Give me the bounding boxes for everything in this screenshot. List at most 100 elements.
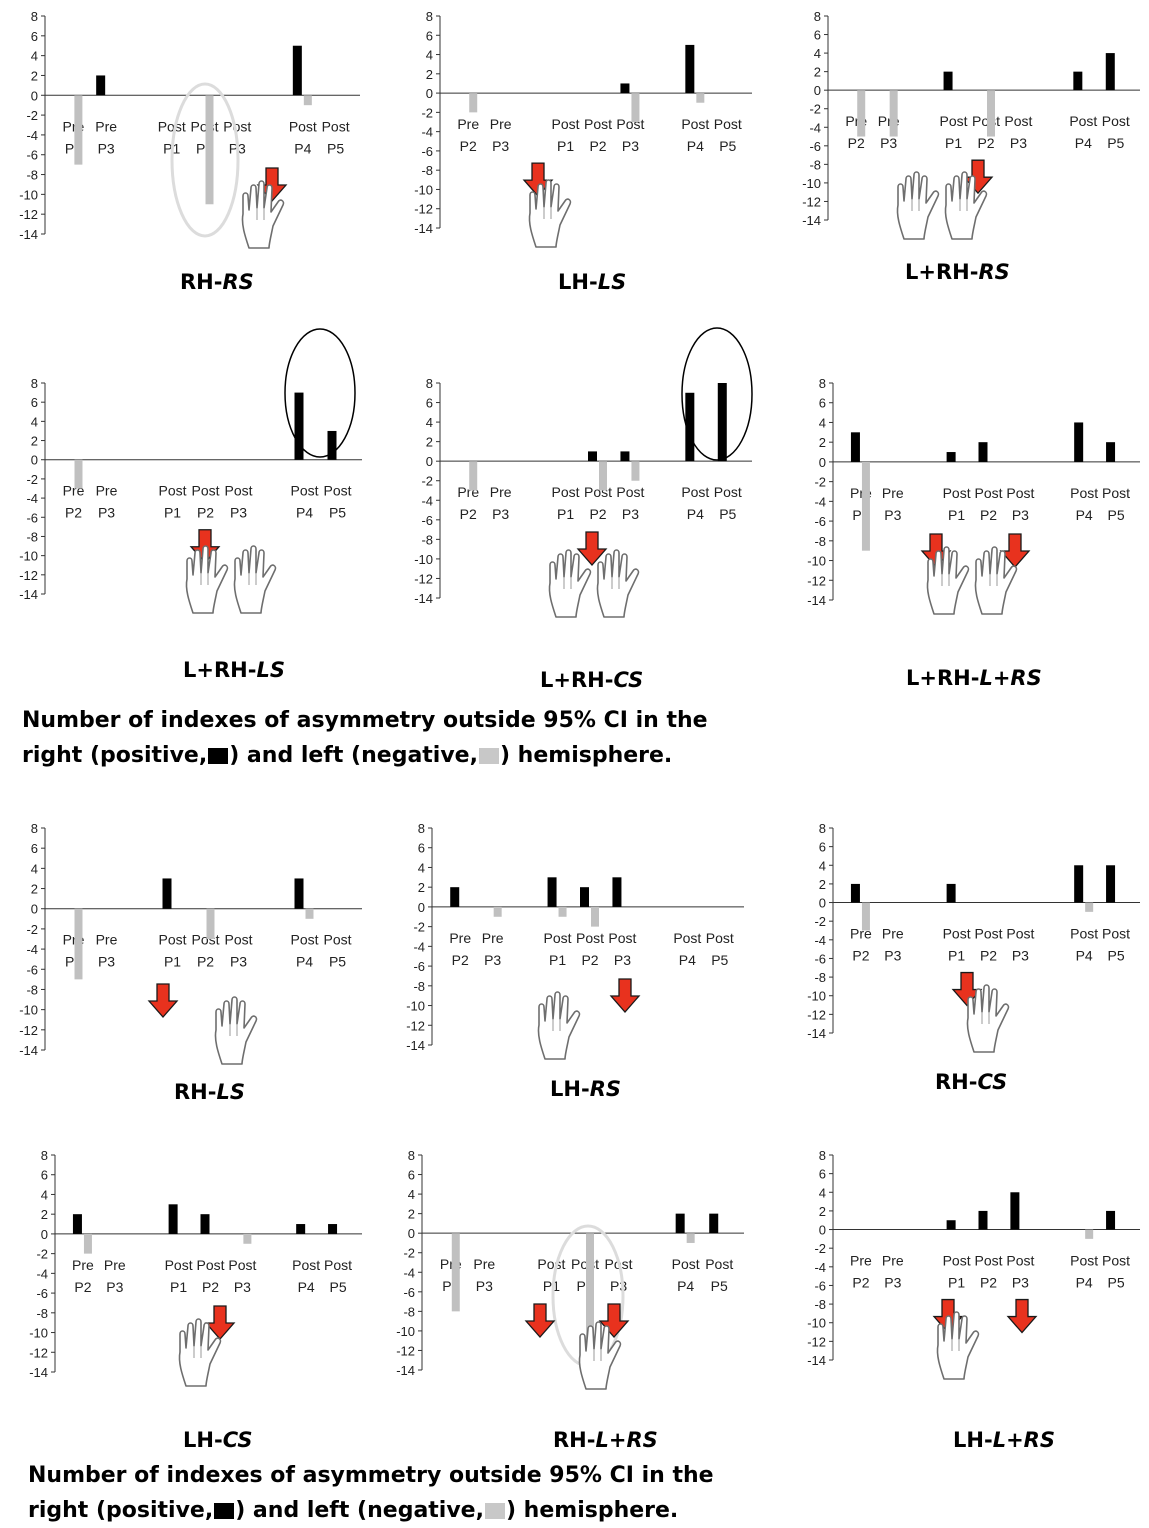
y-tick-label: -2 [814,1241,826,1256]
y-tick-label: 8 [31,9,38,24]
y-tick-label: -2 [421,474,433,489]
bar-negative [857,90,866,137]
x-tick-label-group: Pre [457,116,479,132]
panel-title-bold: L+RH- [906,666,980,690]
y-tick-label: 8 [418,821,425,836]
y-tick-label: 6 [814,28,821,43]
y-tick-label: -12 [406,1018,425,1033]
y-tick-label: -14 [807,1026,826,1041]
chart-panel-1: 86420-2-4-6-8-10-12-14PreP2PreP3PostP1Po… [19,9,360,249]
y-tick-label: 2 [31,434,38,449]
x-tick-label-group: Post [940,113,968,129]
x-tick-label-group: Post [158,483,186,499]
bar-negative [83,1233,92,1254]
x-tick-label-group: Post [224,932,252,948]
y-tick-label: -10 [807,989,826,1004]
x-tick-label-phase: P4 [687,506,704,522]
x-tick-label-phase: P1 [948,1275,965,1291]
y-tick-label: -4 [814,933,826,948]
x-tick-label-group: Post [322,118,350,134]
bar-positive [850,432,860,462]
y-tick-label: 4 [418,860,425,875]
x-tick-label-phase: P4 [1075,135,1092,151]
panel-title-bold: L+RH- [905,260,979,284]
hand-icon [596,549,640,618]
y-tick-label: 0 [426,86,433,101]
x-tick-label-group: Post [616,484,644,500]
bar-negative [243,1233,252,1244]
panel-title-italic: LS [597,270,627,294]
highlight-ellipse [170,82,240,238]
y-tick-label: 2 [814,65,821,80]
x-tick-label-phase: P3 [98,505,115,521]
bar-positive [96,75,106,96]
x-tick-label-group: Pre [473,1256,495,1272]
bar-positive [709,1213,719,1234]
y-tick-label: -12 [414,202,433,217]
y-tick-label: 8 [819,376,826,391]
x-tick-label-group: Post [323,483,351,499]
x-tick-label-group: Post [576,930,604,946]
hand-icon [185,545,229,614]
y-tick-label: 2 [819,435,826,450]
caption-1: Number of indexes of asymmetry outside 9… [22,703,742,773]
x-tick-label-group: Pre [882,485,904,501]
hand-icon [214,996,258,1065]
x-tick-label-phase: P3 [1012,948,1029,964]
x-tick-label-phase: P5 [329,954,346,970]
x-tick-label-phase: P1 [549,952,566,968]
y-tick-label: -10 [414,182,433,197]
y-tick-label: -10 [19,549,38,564]
caption-line-1: Number of indexes of asymmetry outside 9… [28,1463,714,1488]
x-tick-label-phase: P4 [296,505,313,521]
y-tick-label: -4 [814,1260,826,1275]
x-tick-label-group: Post [1006,1253,1034,1269]
bar-positive [946,1220,956,1230]
y-tick-label: -12 [807,1334,826,1349]
panel-title-bold: LH- [953,1428,993,1452]
y-tick-label: -6 [421,144,433,159]
bar-positive [717,383,727,462]
y-tick-label: 8 [426,376,433,391]
x-tick-label-group: Post [714,484,742,500]
x-tick-label-group: Post [1102,485,1130,501]
panel-title-bold: RH- [553,1428,596,1452]
chart-panel-2: 8 6 4 2 0 -2 -4 -6 -8 -10 -12 -14 Pre P2 Pre P3 Post P1 Po… [414,9,752,248]
bar-negative [469,461,478,491]
x-tick-label-group: Pre [96,483,118,499]
y-tick-label: -2 [814,914,826,929]
x-tick-label-group: Post [681,484,709,500]
chart-panel-10: 8 6 4 2 0 -2 -4 -6 -8 -10 -12 -14 Pre P2 Pre P3 Post P1 Po… [29,1148,362,1387]
x-tick-label-phase: P5 [719,138,736,154]
y-tick-label: 4 [814,46,821,61]
y-tick-label: 0 [31,453,38,468]
x-tick-label-phase: P2 [202,1279,219,1295]
y-tick-label: -8 [809,157,821,172]
x-tick-label-phase: P3 [1012,507,1029,523]
x-tick-label-group: Post [290,483,318,499]
y-tick-label: 2 [426,435,433,450]
y-tick-label: -4 [403,1265,415,1280]
y-tick-label: -8 [26,168,38,183]
panel-title-italic: L+RS [595,1428,658,1452]
y-tick-label: 2 [41,1207,48,1222]
x-tick-label-phase: P3 [230,954,247,970]
y-tick-label: -8 [814,1297,826,1312]
x-tick-label-phase: P4 [298,1279,315,1295]
x-tick-label-group: Post [292,1257,320,1273]
down-arrow-icon [1006,1298,1038,1334]
x-tick-label-group: Pre [96,932,118,948]
y-tick-label: 4 [819,858,826,873]
x-tick-label-group: Post [1070,926,1098,942]
x-tick-label-phase: P2 [74,1279,91,1295]
y-tick-label: 6 [819,396,826,411]
y-tick-label: -10 [29,1326,48,1341]
bar-negative [74,459,83,489]
x-tick-label-group: Post [223,118,251,134]
panel-title-bold: L+RH- [183,658,257,682]
y-tick-label: 0 [819,455,826,470]
y-tick-label: 6 [418,841,425,856]
x-tick-label-group: Post [196,1257,224,1273]
x-tick-label-phase: P3 [492,138,509,154]
y-tick-label: -14 [19,1043,38,1058]
